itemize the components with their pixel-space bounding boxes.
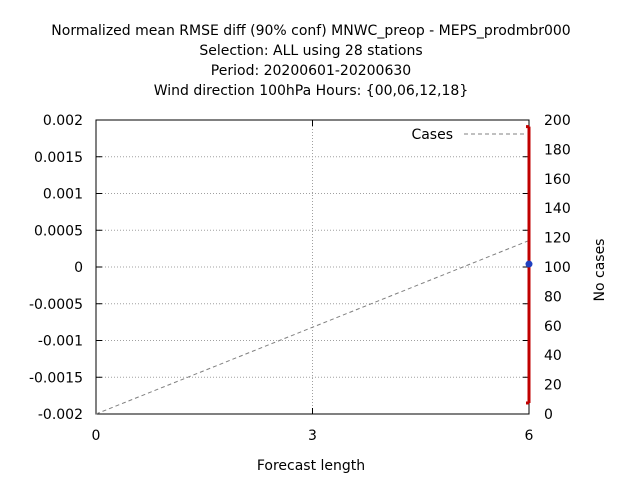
y2-tick-label: 180 xyxy=(544,142,571,158)
errorbar-group xyxy=(525,125,533,405)
y-axis: 0.002 0.0015 0.001 0.0005 0 -0.0005 -0.001 -0.0… xyxy=(29,113,529,423)
x-tick-label: 6 xyxy=(525,428,534,444)
legend: Cases xyxy=(411,127,524,143)
y-tick-label: -0.0005 xyxy=(29,297,83,313)
x-tick-label: 0 xyxy=(92,428,101,444)
chart-title: Normalized mean RMSE diff (90% conf) MNW… xyxy=(51,23,570,99)
y2-tick-label: 200 xyxy=(544,113,571,129)
y2-tick-label: 20 xyxy=(544,378,562,394)
x-tick-label: 3 xyxy=(308,428,317,444)
y2-tick-label: 140 xyxy=(544,201,571,217)
x-axis: 0 3 6 xyxy=(92,120,534,444)
y2-tick-label: 100 xyxy=(544,260,571,276)
x-axis-label: Forecast length xyxy=(257,458,365,474)
grid xyxy=(96,120,529,414)
y-tick-label: 0.0005 xyxy=(34,223,83,239)
y-tick-label: 0 xyxy=(74,260,83,276)
y2-tick-label: 0 xyxy=(544,407,553,423)
legend-label: Cases xyxy=(411,127,453,143)
y-tick-label: -0.002 xyxy=(38,407,83,423)
series-line-cases xyxy=(95,240,530,415)
y2-tick-label: 120 xyxy=(544,231,571,247)
y2-tick-label: 60 xyxy=(544,319,562,335)
y2-tick-label: 160 xyxy=(544,172,571,188)
title-line-3: Period: 20200601-20200630 xyxy=(211,63,411,79)
y-tick-label: -0.0015 xyxy=(29,370,83,386)
series-group xyxy=(95,240,530,415)
y2-axis-label: No cases xyxy=(592,239,608,302)
y2-tick-label: 40 xyxy=(544,348,562,364)
y-tick-label: -0.001 xyxy=(38,334,83,350)
mean-point xyxy=(525,260,533,268)
title-line-4: Wind direction 100hPa Hours: {00,06,12,1… xyxy=(154,83,468,99)
y2-tick-label: 80 xyxy=(544,289,562,305)
title-line-2: Selection: ALL using 28 stations xyxy=(199,43,422,59)
y-tick-label: 0.002 xyxy=(43,113,83,129)
y-tick-label: 0.0015 xyxy=(34,150,83,166)
title-line-1: Normalized mean RMSE diff (90% conf) MNW… xyxy=(51,23,570,39)
y-tick-label: 0.001 xyxy=(43,187,83,203)
